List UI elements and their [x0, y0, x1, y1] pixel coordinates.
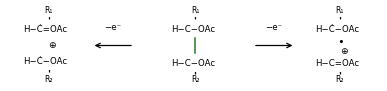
Text: R₁: R₁ — [335, 6, 344, 15]
Text: H−Ċ−OAc: H−Ċ−OAc — [315, 25, 360, 34]
Text: H−C=OAc: H−C=OAc — [315, 59, 360, 68]
Text: H−Ċ−OAc: H−Ċ−OAc — [24, 57, 68, 66]
Text: •: • — [337, 37, 344, 47]
Text: R₁: R₁ — [191, 6, 200, 15]
Text: −e⁻: −e⁻ — [265, 23, 283, 32]
Text: R₂: R₂ — [45, 75, 53, 84]
Text: H−C−OAc: H−C−OAc — [171, 25, 216, 34]
Text: H−C−OAc: H−C−OAc — [171, 59, 216, 68]
Text: H−Ċ=OAc: H−Ċ=OAc — [24, 25, 68, 34]
Text: R₂: R₂ — [191, 75, 200, 84]
Text: −e⁻: −e⁻ — [104, 23, 122, 32]
Text: ⊕: ⊕ — [340, 47, 348, 56]
Text: R₁: R₁ — [45, 6, 53, 15]
Text: ⊕: ⊕ — [49, 41, 57, 50]
Text: R₂: R₂ — [335, 75, 344, 84]
